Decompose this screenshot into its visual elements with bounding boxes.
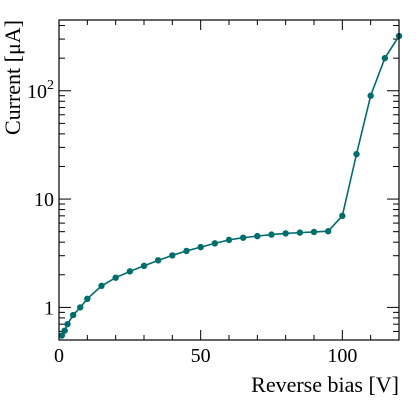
data-point [367, 92, 374, 99]
data-point [225, 236, 233, 244]
data-point [381, 54, 389, 62]
axes: 0 50 100 1 10 102 [27, 20, 400, 367]
data-point [310, 228, 318, 236]
data-point [197, 243, 204, 251]
data-point [353, 150, 360, 158]
data-point [324, 228, 332, 235]
data-point [339, 212, 346, 220]
data-point [211, 240, 219, 247]
data-point [254, 232, 261, 240]
data-point [98, 282, 105, 290]
data-point [61, 327, 68, 334]
data-point [77, 304, 84, 311]
data-point [69, 311, 77, 319]
data-point [112, 274, 119, 281]
data-point [268, 231, 275, 238]
data-point [183, 247, 190, 255]
data-point [296, 229, 304, 236]
data-point [239, 234, 247, 241]
series-layer [58, 32, 403, 339]
y-axis-label: Current [μA] [0, 20, 25, 135]
series-line [61, 35, 400, 336]
data-point [84, 295, 91, 303]
y-tick-label: 10 [34, 189, 54, 211]
x-tick-label: 0 [54, 345, 64, 367]
data-point [126, 268, 134, 275]
data-point [140, 262, 148, 270]
data-point [58, 332, 66, 339]
data-point [282, 230, 289, 237]
x-axis-label: Reverse bias [V] [251, 372, 399, 397]
x-tick-label: 100 [327, 345, 357, 367]
data-point [64, 320, 71, 328]
y-tick-label: 102 [27, 78, 54, 103]
data-point [169, 252, 176, 259]
data-point [154, 257, 162, 264]
plot-frame [58, 19, 400, 341]
x-tick-label: 50 [191, 345, 211, 367]
y-tick-label: 1 [44, 297, 54, 319]
